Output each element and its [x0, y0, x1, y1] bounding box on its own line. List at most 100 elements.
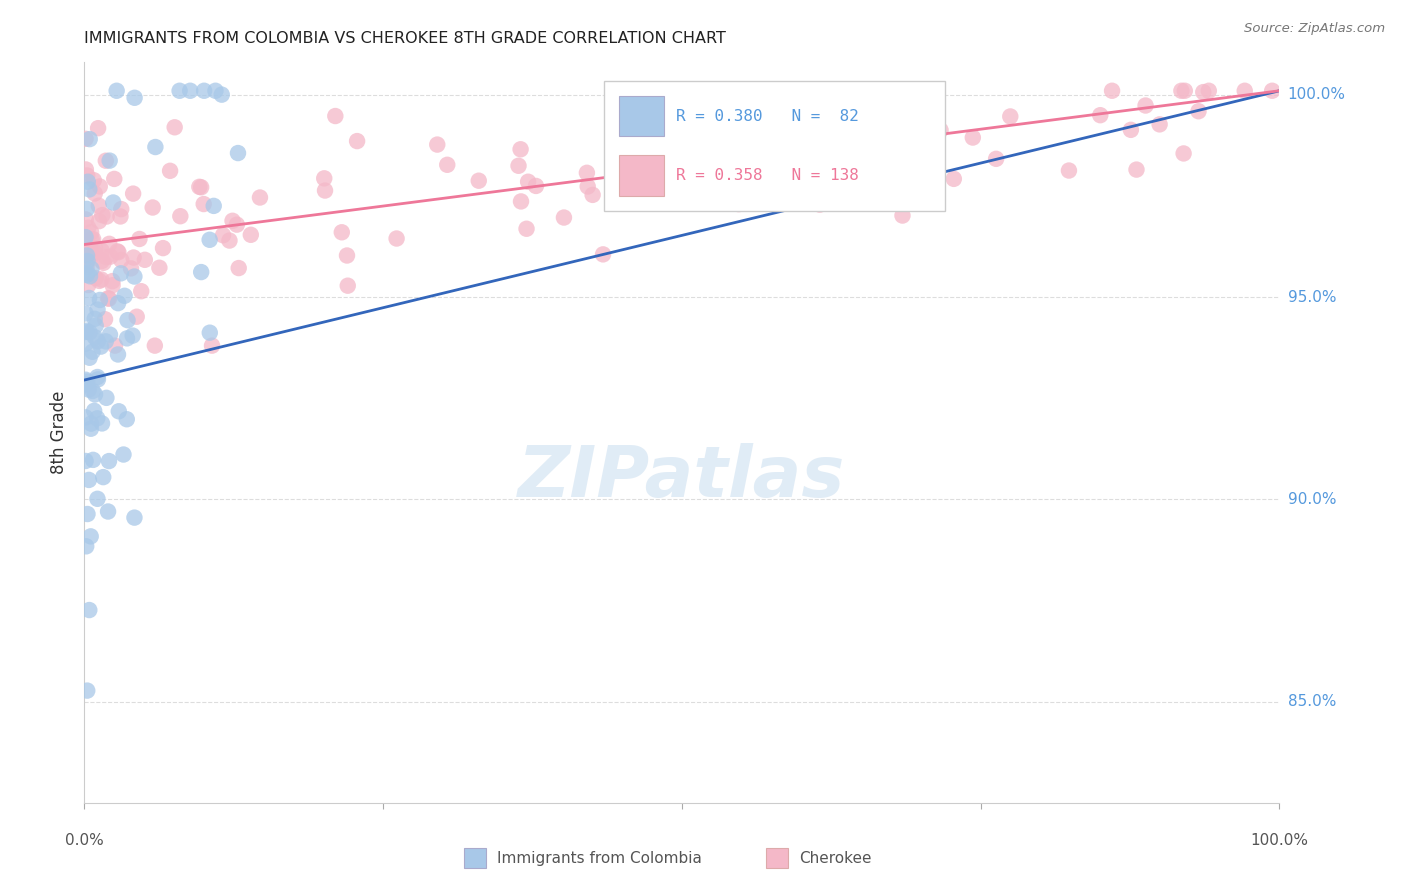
Point — [98, 236, 121, 251]
Point — [115, 412, 138, 426]
Point — [759, 162, 782, 177]
Point — [76, 266, 98, 280]
Point — [75, 162, 97, 177]
Point — [623, 135, 645, 149]
Text: IMMIGRANTS FROM COLOMBIA VS CHEROKEE 8TH GRADE CORRELATION CHART: IMMIGRANTS FROM COLOMBIA VS CHEROKEE 8TH… — [84, 31, 727, 46]
Point — [689, 111, 711, 125]
Point — [83, 330, 105, 344]
Point — [1187, 104, 1209, 119]
Point — [120, 261, 142, 276]
Point — [226, 146, 249, 161]
Point — [884, 84, 907, 98]
Point — [883, 126, 905, 140]
Point — [808, 197, 831, 211]
Point — [1149, 117, 1171, 131]
Point — [75, 212, 97, 227]
Point — [77, 291, 100, 305]
Point — [202, 199, 225, 213]
Point — [800, 173, 823, 187]
Point — [152, 241, 174, 255]
Point — [82, 344, 104, 359]
Bar — [619, 155, 664, 195]
Point — [75, 373, 97, 387]
Point — [695, 185, 717, 199]
Point — [142, 201, 165, 215]
Point — [83, 404, 105, 418]
Point — [90, 340, 112, 354]
Point — [110, 210, 132, 224]
Point — [79, 326, 101, 340]
Point — [385, 231, 408, 245]
Point — [436, 158, 458, 172]
Point — [76, 202, 98, 216]
Point — [212, 228, 235, 243]
Point — [82, 384, 104, 398]
Point — [77, 383, 100, 397]
Point — [509, 142, 531, 156]
Point — [218, 234, 240, 248]
Point — [1090, 108, 1112, 122]
Point — [1198, 84, 1220, 98]
Point — [692, 163, 714, 178]
Point — [101, 278, 124, 293]
Text: 90.0%: 90.0% — [1288, 491, 1336, 507]
Point — [80, 422, 103, 436]
Point — [1057, 163, 1080, 178]
Point — [87, 214, 110, 228]
Point — [79, 269, 101, 284]
Point — [91, 208, 114, 222]
Point — [613, 98, 636, 112]
Point — [169, 209, 191, 223]
Point — [122, 186, 145, 201]
Point — [75, 230, 97, 244]
Point — [204, 84, 226, 98]
Point — [83, 173, 105, 187]
Point — [98, 153, 121, 168]
Point — [75, 325, 97, 339]
Point — [82, 232, 104, 246]
Point — [669, 191, 692, 205]
Point — [1119, 123, 1142, 137]
Point — [929, 123, 952, 137]
Point — [508, 159, 530, 173]
Point — [754, 187, 776, 202]
Text: ZIPatlas: ZIPatlas — [519, 442, 845, 511]
Point — [80, 225, 103, 239]
Text: 95.0%: 95.0% — [1288, 290, 1336, 304]
Point — [1135, 98, 1157, 112]
Point — [84, 271, 107, 285]
Point — [86, 491, 108, 506]
Text: 0.0%: 0.0% — [65, 833, 104, 848]
Point — [630, 158, 652, 172]
Point — [76, 169, 98, 183]
Point — [94, 250, 117, 264]
Point — [962, 130, 984, 145]
Text: 100.0%: 100.0% — [1250, 833, 1309, 848]
Point — [94, 153, 117, 168]
Point — [228, 261, 250, 276]
Point — [79, 351, 101, 365]
Point — [105, 84, 128, 98]
Point — [87, 199, 110, 213]
Point — [1000, 110, 1022, 124]
Point — [79, 243, 101, 257]
Point — [314, 171, 336, 186]
Point — [84, 387, 107, 401]
Point — [77, 278, 100, 293]
Point — [869, 127, 891, 141]
Point — [76, 254, 98, 268]
Point — [75, 410, 97, 425]
Point — [90, 272, 112, 286]
Point — [79, 603, 101, 617]
Point — [426, 137, 449, 152]
Point — [124, 91, 146, 105]
Point — [112, 448, 135, 462]
Point — [76, 507, 98, 521]
Point — [1170, 84, 1192, 98]
Point — [515, 221, 537, 235]
Point — [942, 172, 965, 186]
Point — [89, 274, 111, 288]
Point — [890, 176, 912, 190]
Point — [75, 258, 97, 272]
Point — [1125, 162, 1147, 177]
